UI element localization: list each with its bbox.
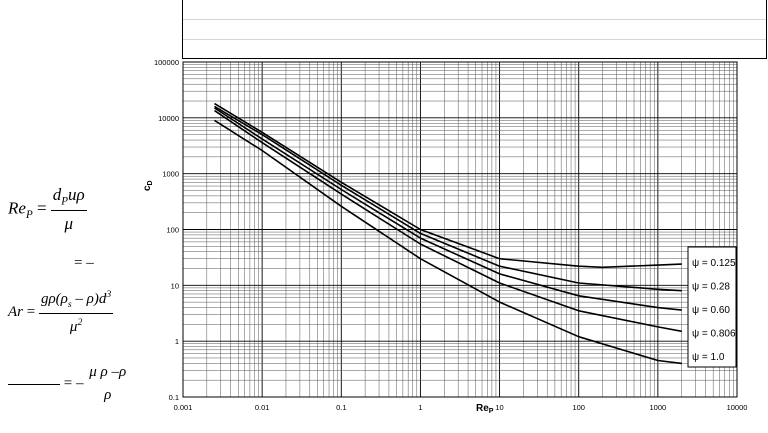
y-tick-label: 0.1 bbox=[169, 393, 179, 402]
y-tick-label: 10000 bbox=[158, 114, 179, 123]
x-tick-label: 1 bbox=[418, 403, 422, 412]
series-line bbox=[214, 107, 682, 311]
blank-term bbox=[8, 383, 60, 385]
x-axis-label: ReP bbox=[476, 403, 494, 415]
plot-grid bbox=[182, 62, 737, 398]
x-tick-labels: 0.001 0.01 0.1 1 10 100 1000 10000 bbox=[174, 403, 748, 412]
table-row-divider bbox=[183, 39, 766, 40]
legend-entry: ψ = 0.806 bbox=[692, 329, 736, 340]
x-tick-label: 0.1 bbox=[336, 403, 346, 412]
table-row-divider bbox=[183, 19, 766, 20]
y-tick-labels: 100000 10000 1000 100 10 1 0.1 bbox=[154, 58, 179, 402]
series-line bbox=[214, 119, 682, 365]
legend-entry: ψ = 0.28 bbox=[692, 282, 730, 293]
legend-box bbox=[687, 246, 737, 368]
reynolds-equation-line2: = – bbox=[74, 255, 94, 271]
legend-entry: ψ = 0.125 bbox=[692, 258, 736, 269]
series-line bbox=[214, 105, 682, 292]
y-tick-label: 100 bbox=[166, 226, 179, 235]
plot-frame bbox=[182, 61, 738, 398]
legend-entry: ψ = 1.0 bbox=[692, 352, 725, 363]
series-line bbox=[214, 102, 682, 269]
y-tick-label: 1 bbox=[175, 337, 179, 346]
archimedes-equation: Ar = gρ(ρs – ρ)d3 μ2 bbox=[8, 289, 114, 335]
x-tick-label: 1000 bbox=[650, 403, 667, 412]
x-tick-label: 100 bbox=[572, 403, 585, 412]
legend-entry: ψ = 0.60 bbox=[692, 305, 730, 316]
x-tick-label: 10000 bbox=[727, 403, 748, 412]
y-tick-label: 10 bbox=[171, 281, 179, 290]
ratio-equation: = – μ ρ –ρ ρ bbox=[8, 364, 128, 404]
reynolds-equation: ReP = dPuρ μ bbox=[8, 185, 87, 234]
y-tick-label: 100000 bbox=[154, 58, 179, 67]
x-tick-label: 0.001 bbox=[174, 403, 193, 412]
legend: ψ = 0.125 ψ = 0.28 ψ = 0.60 ψ = 0.806 ψ = 1.… bbox=[687, 246, 737, 368]
top-blank-table bbox=[182, 0, 767, 59]
x-tick-label: 10 bbox=[495, 403, 503, 412]
y-axis-label: cD bbox=[142, 180, 154, 191]
x-tick-label: 0.01 bbox=[255, 403, 270, 412]
y-tick-label: 1000 bbox=[162, 170, 179, 179]
series-lines bbox=[214, 102, 682, 365]
series-line bbox=[214, 109, 682, 333]
